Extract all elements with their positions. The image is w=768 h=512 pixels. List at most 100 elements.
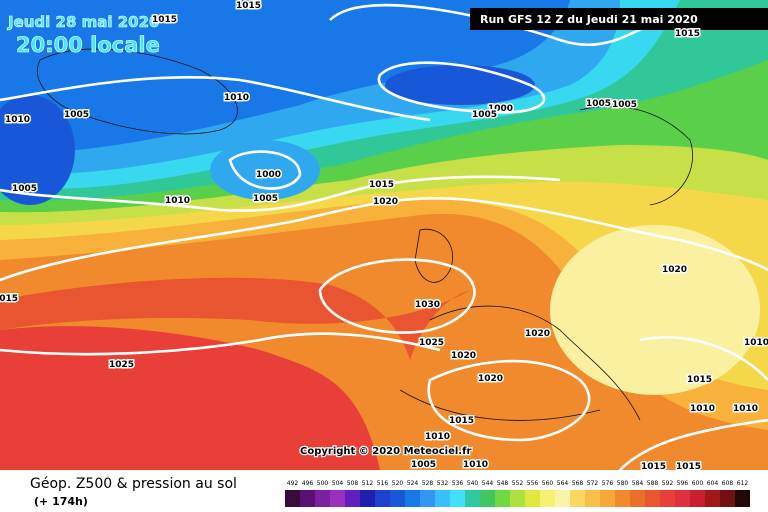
legend-lead: (+ 174h)	[34, 495, 88, 508]
scale-swatch	[300, 490, 315, 507]
scale-swatch	[420, 490, 435, 507]
scale-swatch	[435, 490, 450, 507]
scale-swatch	[450, 490, 465, 507]
scale-label: 560	[542, 480, 554, 487]
scale-swatch	[720, 490, 735, 507]
copyright: Copyright © 2020 Meteociel.fr	[300, 446, 471, 457]
scale-swatch	[285, 490, 300, 507]
scale-label: 524	[407, 480, 419, 487]
isobar-label: 1000	[256, 170, 281, 180]
scale-label: 500	[317, 480, 329, 487]
scale-label: 508	[347, 480, 359, 487]
scale-swatch	[585, 490, 600, 507]
scale-swatch	[405, 490, 420, 507]
isobar-labels: 1015 1015 1015 1010 1010 1005 1000 1005 …	[0, 0, 768, 472]
isobar-label: 1015	[675, 29, 700, 39]
isobar-label: 1030	[415, 300, 440, 310]
scale-label: 608	[722, 480, 734, 487]
isobar-label: 1010	[690, 404, 715, 414]
scale-label: 540	[467, 480, 479, 487]
scale-label: 568	[572, 480, 584, 487]
scale-label: 556	[527, 480, 539, 487]
scale-swatch	[480, 490, 495, 507]
isobar-label: 1015	[687, 375, 712, 385]
scale-label: 504	[332, 480, 344, 487]
scale-label: 536	[452, 480, 464, 487]
scale-label: 492	[287, 480, 299, 487]
scale-swatch	[600, 490, 615, 507]
scale-swatch	[510, 490, 525, 507]
isobar-label: 1010	[463, 460, 488, 470]
scale-swatch	[330, 490, 345, 507]
scale-swatch	[495, 490, 510, 507]
scale-label: 572	[587, 480, 599, 487]
isobar-label: 1010	[224, 93, 249, 103]
scale-label: 548	[497, 480, 509, 487]
isobar-label: 1005	[612, 100, 637, 110]
isobar-label: 1005	[64, 110, 89, 120]
scale-label: 600	[692, 480, 704, 487]
scale-label: 552	[512, 480, 524, 487]
isobar-label: 1015	[0, 294, 18, 304]
scale-label: 544	[482, 480, 494, 487]
isobar-label: 1005	[12, 184, 37, 194]
isobar-label: 1015	[369, 180, 394, 190]
scale-label: 564	[557, 480, 569, 487]
scale-label: 528	[422, 480, 434, 487]
isobar-label: 1020	[373, 197, 398, 207]
scale-swatch	[315, 490, 330, 507]
scale-label: 532	[437, 480, 449, 487]
isobar-label: 1015	[449, 416, 474, 426]
scale-label: 580	[617, 480, 629, 487]
isobar-label: 1000	[488, 104, 513, 114]
scale-label: 520	[392, 480, 404, 487]
scale-swatch	[390, 490, 405, 507]
scale-swatch	[525, 490, 540, 507]
isobar-label: 1025	[419, 338, 444, 348]
isobar-label: 1005	[411, 460, 436, 470]
scale-swatch	[645, 490, 660, 507]
isobar-label: 1025	[109, 360, 134, 370]
scale-label: 588	[647, 480, 659, 487]
scale-swatch	[660, 490, 675, 507]
isobar-label: 1010	[165, 196, 190, 206]
run-box	[470, 8, 768, 30]
isobar-label: 1015	[641, 462, 666, 472]
isobar-label: 1010	[425, 432, 450, 442]
scale-label: 596	[677, 480, 689, 487]
isobar-label: 1005	[253, 194, 278, 204]
color-scale: 492 496 500 504 508 512 516 520 524 528 532 536 540 5…	[285, 480, 750, 507]
scale-swatch	[360, 490, 375, 507]
scale-swatch	[540, 490, 555, 507]
scale-label: 516	[377, 480, 389, 487]
isobar-label: 1005	[586, 99, 611, 109]
isobar-label: 1015	[236, 1, 261, 11]
legend-title: Géop. Z500 & pression au sol	[30, 476, 237, 492]
scale-swatch	[345, 490, 360, 507]
isobar-label: 1020	[478, 374, 503, 384]
isobar-label: 1020	[451, 351, 476, 361]
scale-label: 584	[632, 480, 644, 487]
scale-swatch	[615, 490, 630, 507]
scale-label: 496	[302, 480, 314, 487]
isobar-label: 1010	[744, 338, 768, 348]
scale-swatch	[705, 490, 720, 507]
scale-swatch	[570, 490, 585, 507]
scale-label: 576	[602, 480, 614, 487]
scale-label: 604	[707, 480, 719, 487]
scale-swatch	[630, 490, 645, 507]
isobar-label: 1010	[5, 115, 30, 125]
scale-swatch	[735, 490, 750, 507]
scale-label: 612	[737, 480, 749, 487]
scale-swatch	[690, 490, 705, 507]
date: Jeudi 28 mai 2020	[7, 13, 160, 31]
scale-swatch	[675, 490, 690, 507]
scale-label: 512	[362, 480, 374, 487]
isobar-label: 1015	[676, 462, 701, 472]
isobar-label: 1015	[152, 15, 177, 25]
scale-swatch	[465, 490, 480, 507]
scale-swatch	[555, 490, 570, 507]
run: Run GFS 12 Z du Jeudi 21 mai 2020	[480, 13, 698, 26]
isobar-label: 1020	[662, 265, 687, 275]
